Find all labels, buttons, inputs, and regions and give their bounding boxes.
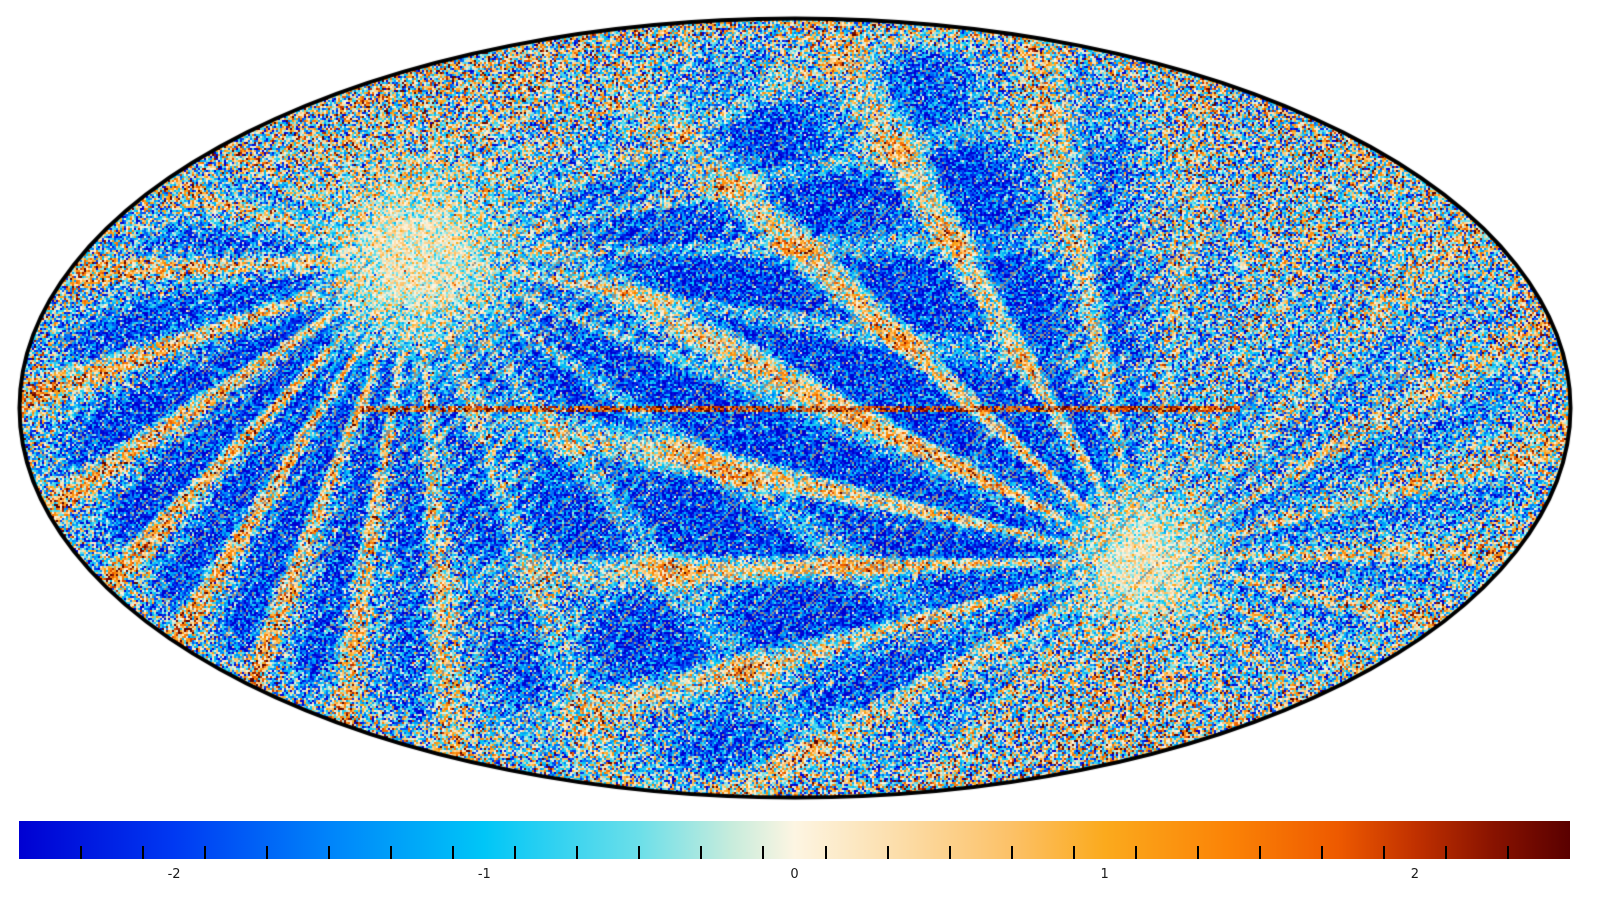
colorbar-tick [1444,846,1447,859]
colorbar-tick [1382,846,1385,859]
colorbar-tick [204,846,207,859]
colorbar-tick-labels: -2 -1 0 1 2 [19,867,1570,887]
colorbar-tick [390,846,393,859]
colorbar-tick [700,846,703,859]
colorbar-tick [142,846,145,859]
colorbar-tick [638,846,641,859]
colorbar-tick [1258,846,1261,859]
colorbar [19,821,1570,859]
colorbar-tick [1134,846,1137,859]
colorbar-tick [80,846,83,859]
colorbar-tick [1010,846,1013,859]
colorbar-tick [762,846,765,859]
colorbar-tick-label: 0 [790,867,799,882]
colorbar-tick-label: 2 [1410,867,1420,882]
colorbar-tick [266,846,269,859]
sky-map-canvas [0,0,1600,808]
colorbar-tick-label: -1 [477,867,491,882]
colorbar-tick [328,846,331,859]
colorbar-tick [514,846,517,859]
colorbar-tick [886,846,889,859]
colorbar-tick [948,846,951,859]
colorbar-tick [576,846,579,859]
colorbar-tick [1320,846,1323,859]
colorbar-tick [452,846,455,859]
colorbar-tick [1506,846,1509,859]
colorbar-ticks [19,821,1570,859]
colorbar-tick [1196,846,1199,859]
colorbar-tick-label: 1 [1100,867,1109,882]
colorbar-tick [1072,846,1075,859]
colorbar-tick [824,846,827,859]
colorbar-gradient [19,821,1570,859]
colorbar-tick-label: -2 [167,867,181,882]
